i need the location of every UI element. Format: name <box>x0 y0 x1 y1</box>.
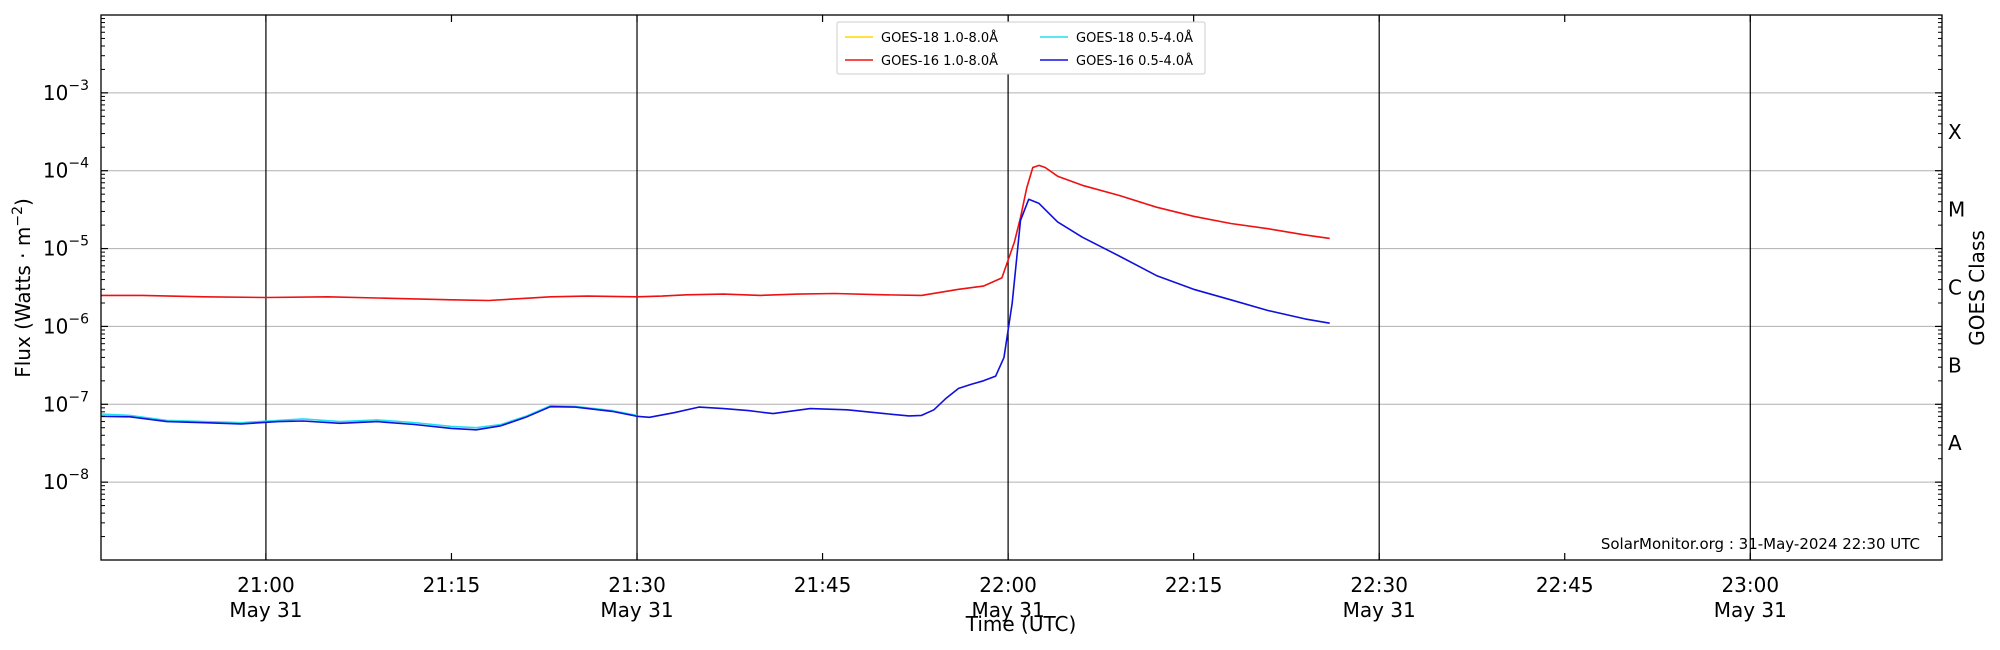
y-tick-label: 10−3 <box>43 78 89 105</box>
x-tick-label: 21:30 <box>608 573 666 597</box>
goes-class-axis-label: GOES Class <box>1965 230 1989 346</box>
x-tick-label: 22:30 <box>1350 573 1408 597</box>
legend-entry: GOES-18 1.0-8.0Å <box>881 30 998 46</box>
legend-entry: GOES-16 1.0-8.0Å <box>881 53 998 69</box>
series-line-3 <box>100 198 1330 431</box>
x-tick-label: 21:45 <box>794 573 852 597</box>
x-tick-label: 22:15 <box>1165 573 1223 597</box>
goes-class-label: A <box>1948 431 1962 455</box>
goes-class-label: B <box>1948 353 1962 377</box>
x-tick-date-label: May 31 <box>600 598 673 622</box>
goes-class-label: M <box>1948 198 1965 222</box>
series-lines <box>100 164 1330 431</box>
y-axis-label: Flux (Watts · m−2) <box>10 198 35 378</box>
goes-class-label: C <box>1948 276 1962 300</box>
x-tick-label: 23:00 <box>1721 573 1779 597</box>
x-tick-date-label: May 31 <box>1343 598 1416 622</box>
x-tick-label: 22:00 <box>979 573 1037 597</box>
grid-lines <box>101 15 1942 560</box>
legend-entry: GOES-18 0.5-4.0Å <box>1076 30 1193 46</box>
x-tick-label: 22:45 <box>1536 573 1594 597</box>
x-tick-date-label: May 31 <box>1714 598 1787 622</box>
x-tick-label: 21:15 <box>423 573 481 597</box>
legend-entry: GOES-16 0.5-4.0Å <box>1076 53 1193 69</box>
plot-frame <box>100 14 1943 561</box>
source-annotation: SolarMonitor.org : 31-May-2024 22:30 UTC <box>1601 535 1920 553</box>
y-tick-label: 10−7 <box>43 389 89 416</box>
y-tick-label: 10−4 <box>43 156 89 183</box>
x-axis-label: Time (UTC) <box>965 612 1077 636</box>
x-tick-date-label: May 31 <box>972 598 1045 622</box>
series-line-2 <box>100 404 638 429</box>
goes-class-label: X <box>1948 120 1962 144</box>
series-line-1 <box>101 164 1330 302</box>
y-tick-label: 10−6 <box>43 311 89 338</box>
legend: GOES-18 1.0-8.0Å GOES-16 1.0-8.0Å GOES-18 … <box>836 21 1206 75</box>
y-tick-label: 10−8 <box>43 467 89 494</box>
x-tick-label: 21:00 <box>237 573 295 597</box>
y-tick-label: 10−5 <box>43 234 89 261</box>
x-tick-date-label: May 31 <box>229 598 302 622</box>
legend-frame <box>836 21 1206 75</box>
